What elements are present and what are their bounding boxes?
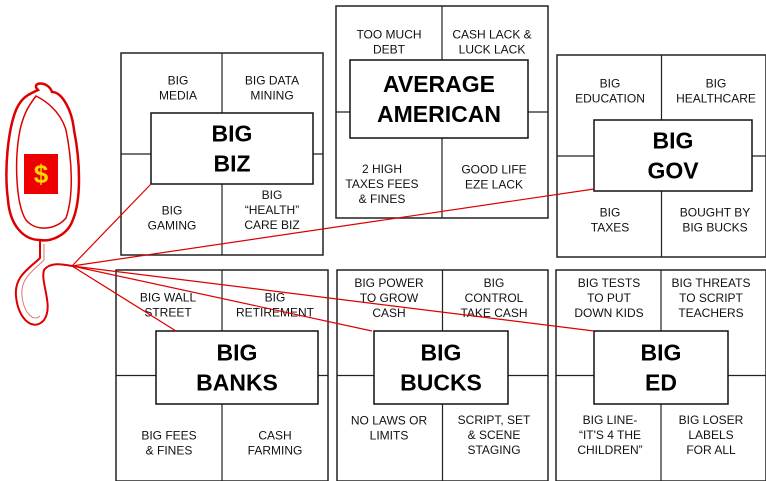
cell-text-line: 2 HIGH xyxy=(362,162,402,176)
diagram: BIGMEDIABIG DATAMININGBIGGAMINGBIG“HEALT… xyxy=(0,0,766,481)
cell-text-line: BIG xyxy=(162,204,183,218)
box-title-line: BIG xyxy=(653,128,694,154)
cell-text-line: CARE BIZ xyxy=(244,218,299,232)
cell-text-line: BIG FEES xyxy=(141,429,196,443)
cell-text: BIG FEES& FINES xyxy=(141,429,196,458)
cell-text-line: EZE LACK xyxy=(465,178,523,192)
cell-text-line: CONTROL xyxy=(465,291,524,305)
cell-text-line: TAXES FEES xyxy=(345,177,418,191)
box-title-line: AVERAGE xyxy=(383,71,495,97)
cell-text-line: LIMITS xyxy=(370,429,409,443)
cell-text-line: BIG LOSER xyxy=(679,413,744,427)
cell-text: CASH LACK &LUCK LACK xyxy=(452,28,531,57)
cell-text-line: FARMING xyxy=(248,444,303,458)
cell-text-line: TO SCRIPT xyxy=(679,291,743,305)
box-title-line: BIG xyxy=(217,340,258,366)
cell-text-line: DOWN KIDS xyxy=(574,306,643,320)
cell-text-line: & FINES xyxy=(146,444,193,458)
box-title-line: BIG xyxy=(421,340,462,366)
cell-text-line: BIG xyxy=(600,77,621,91)
box-title-line: BANKS xyxy=(196,370,278,396)
cell-text-line: LABELS xyxy=(688,428,733,442)
cell-text-line: BIG xyxy=(484,276,505,290)
cell-text-line: BIG xyxy=(706,77,727,91)
cell-text-line: & FINES xyxy=(359,192,406,206)
bag-label: $ xyxy=(34,159,49,189)
box-title-line: BIG xyxy=(641,340,682,366)
cell-text-line: GAMING xyxy=(148,219,197,233)
cell-text-line: LUCK LACK xyxy=(459,43,526,57)
cell-text-line: CASH xyxy=(258,429,291,443)
cell-text-line: MEDIA xyxy=(159,89,197,103)
box-title-line: BIG xyxy=(212,121,253,147)
cell-text-line: EDUCATION xyxy=(575,92,645,106)
cell-text-line: BIG xyxy=(262,188,283,202)
cell-text-line: BIG DATA xyxy=(245,74,299,88)
cell-text-line: BIG POWER xyxy=(354,276,424,290)
cell-text-line: BIG WALL xyxy=(140,291,197,305)
cell-text-line: HEALTHCARE xyxy=(676,92,756,106)
cell-text-line: TOO MUCH xyxy=(356,28,421,42)
cell-text-line: BIG TESTS xyxy=(578,276,640,290)
cell-text-line: CASH LACK & xyxy=(452,28,531,42)
cell-text-line: BIG LINE- xyxy=(583,413,638,427)
cell-text-line: TO PUT xyxy=(587,291,631,305)
cell-text-line: STREET xyxy=(144,306,192,320)
cell-text-line: CASH xyxy=(372,306,405,320)
iv-bag: $ xyxy=(6,84,79,325)
cell-text-line: NO LAWS OR xyxy=(351,414,428,428)
cell-text-line: RETIREMENT xyxy=(236,306,315,320)
cell-text-line: BOUGHT BY xyxy=(680,206,750,220)
cell-text-line: DEBT xyxy=(373,43,406,57)
cell-text-line: “IT'S 4 THE xyxy=(579,428,641,442)
cell-text-line: GOOD LIFE xyxy=(461,163,526,177)
cell-text-line: TEACHERS xyxy=(678,306,743,320)
box-title-line: BIZ xyxy=(213,151,250,177)
cell-text-line: MINING xyxy=(250,89,293,103)
cell-text-line: TAKE CASH xyxy=(460,306,527,320)
box-title-line: ED xyxy=(645,370,677,396)
cell-text-line: BIG BUCKS xyxy=(682,221,747,235)
cell-text-line: TAXES xyxy=(591,221,629,235)
box: BIG POWERTO GROWCASHBIGCONTROLTAKE CASHN… xyxy=(337,270,548,481)
cell-text-line: STAGING xyxy=(467,443,520,457)
cell-text-line: & SCENE xyxy=(468,428,521,442)
cell-text-line: “HEALTH” xyxy=(245,203,299,217)
cell-text-line: BIG THREATS xyxy=(672,276,751,290)
cell-text-line: BIG xyxy=(600,206,621,220)
cell-text-line: CHILDREN” xyxy=(577,443,642,457)
box-title-line: BUCKS xyxy=(400,370,482,396)
box-title-line: AMERICAN xyxy=(377,101,501,127)
cell-text-line: BIG xyxy=(168,74,189,88)
cell-text-line: SCRIPT, SET xyxy=(458,413,531,427)
cell-text-line: FOR ALL xyxy=(686,443,736,457)
box-title-line: GOV xyxy=(647,158,699,184)
